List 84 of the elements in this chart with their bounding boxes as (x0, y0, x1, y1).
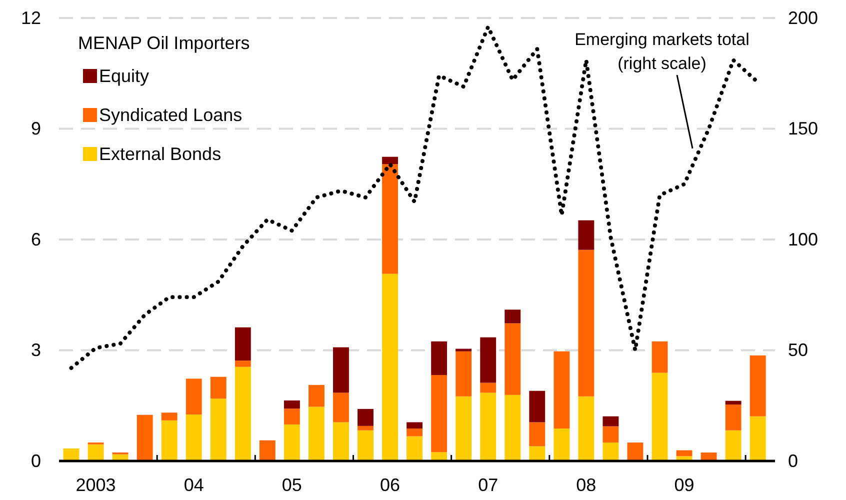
bar (480, 392, 496, 461)
bar (456, 348, 472, 352)
series-label: Emerging markets total (right scale) (574, 30, 750, 73)
y-tick-label: 9 (30, 118, 41, 139)
y-tick-label: 12 (20, 8, 41, 28)
bar (554, 351, 570, 429)
bar (161, 412, 178, 420)
y2-tick-label: 150 (788, 118, 818, 139)
bar (186, 414, 202, 461)
bar (725, 430, 742, 461)
y-tick-label: 0 (30, 450, 41, 471)
bar (234, 360, 251, 367)
bar (210, 376, 226, 399)
bar (602, 416, 619, 426)
x-tick-label: 08 (576, 475, 596, 495)
bar (529, 390, 546, 422)
bar (406, 428, 423, 436)
y-tick-label: 6 (30, 229, 41, 250)
bar (406, 422, 423, 429)
bar (358, 426, 374, 430)
bar (578, 220, 594, 250)
bar (284, 424, 300, 461)
bar (578, 396, 594, 461)
bar (504, 323, 521, 395)
bar (652, 372, 668, 461)
x-tick-label: 06 (380, 475, 400, 495)
bar (480, 337, 496, 383)
bar (308, 384, 324, 407)
legend-label: External Bonds (99, 144, 222, 164)
bar (382, 156, 398, 164)
bar (284, 400, 300, 409)
y-tick-label: 3 (30, 340, 41, 360)
bar (480, 382, 496, 393)
x-tick-label: 09 (674, 475, 694, 495)
x-tick-label: 04 (184, 475, 204, 495)
bar (676, 450, 692, 456)
bar (456, 396, 472, 461)
bar (284, 408, 300, 424)
bar (333, 392, 349, 422)
bar (234, 327, 251, 361)
bar (529, 422, 546, 446)
y2-tick-label: 0 (788, 450, 798, 471)
bar (529, 446, 546, 461)
bar (627, 442, 644, 461)
y2-tick-label: 50 (788, 340, 808, 360)
bar (88, 444, 104, 461)
bar (554, 428, 570, 461)
y2-tick-label: 100 (788, 229, 818, 250)
bar (504, 394, 521, 461)
legend-label: Equity (99, 66, 150, 86)
legend-label: Syndicated Loans (99, 105, 242, 125)
bar (578, 250, 594, 396)
bar (210, 398, 226, 461)
bar (333, 347, 349, 393)
x-tick-label: 2003 (76, 475, 116, 495)
bar (456, 351, 472, 396)
bar (602, 426, 619, 443)
bar (431, 341, 448, 375)
x-tick-label: 05 (282, 475, 302, 495)
bar (382, 274, 398, 461)
bar (136, 414, 153, 461)
bar (750, 416, 766, 461)
x-tick-label: 07 (478, 475, 498, 495)
bar (431, 374, 448, 452)
bar (431, 452, 448, 461)
y2-tick-label: 200 (788, 8, 818, 28)
bar (333, 422, 349, 461)
bar (382, 164, 398, 274)
bar (504, 310, 521, 324)
line-series (69, 24, 760, 370)
bar (602, 442, 619, 461)
bar (725, 404, 742, 430)
bar (161, 420, 178, 461)
bar (234, 366, 251, 461)
bar (406, 436, 423, 461)
bar (358, 430, 374, 461)
bar (750, 355, 766, 416)
bar (259, 440, 276, 461)
bar (186, 378, 202, 414)
legend-title: MENAP Oil Importers (78, 33, 250, 53)
bar (652, 341, 668, 373)
bar (725, 400, 742, 405)
bar (308, 406, 324, 461)
bar (358, 408, 374, 426)
